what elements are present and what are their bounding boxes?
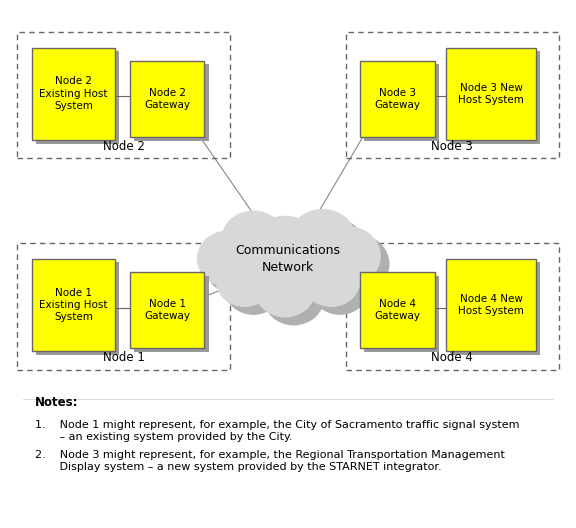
Text: Notes:: Notes: — [35, 396, 78, 409]
FancyBboxPatch shape — [446, 259, 536, 351]
Text: Node 3
Gateway: Node 3 Gateway — [374, 88, 420, 110]
Text: Display system – a new system provided by the STARNET integrator.: Display system – a new system provided b… — [35, 462, 441, 472]
Circle shape — [216, 253, 274, 306]
Text: Node 4: Node 4 — [431, 351, 473, 364]
FancyBboxPatch shape — [134, 64, 209, 141]
Circle shape — [206, 239, 266, 294]
FancyBboxPatch shape — [360, 272, 435, 348]
Text: Node 3 New
Host System: Node 3 New Host System — [458, 82, 524, 105]
Circle shape — [311, 261, 369, 314]
Text: Node 4 New
Host System: Node 4 New Host System — [458, 294, 524, 316]
Circle shape — [225, 261, 282, 314]
Circle shape — [317, 227, 380, 285]
Text: Node 4
Gateway: Node 4 Gateway — [374, 299, 420, 322]
FancyBboxPatch shape — [364, 276, 439, 352]
Circle shape — [302, 253, 360, 306]
Circle shape — [255, 262, 315, 317]
Circle shape — [298, 218, 365, 279]
Text: Node 1
Existing Host
System: Node 1 Existing Host System — [39, 288, 108, 322]
Text: 2.    Node 3 might represent, for example, the Regional Transportation Managemen: 2. Node 3 might represent, for example, … — [35, 450, 505, 460]
Circle shape — [289, 210, 356, 271]
Text: Node 3: Node 3 — [431, 140, 473, 153]
FancyBboxPatch shape — [134, 276, 209, 352]
Text: Node 1: Node 1 — [103, 351, 145, 364]
Circle shape — [253, 224, 334, 298]
Text: – an existing system provided by the City.: – an existing system provided by the Cit… — [35, 432, 292, 442]
Circle shape — [230, 219, 294, 277]
FancyBboxPatch shape — [364, 64, 439, 141]
FancyBboxPatch shape — [130, 272, 204, 348]
FancyBboxPatch shape — [32, 259, 115, 351]
Circle shape — [325, 235, 389, 293]
FancyBboxPatch shape — [360, 61, 435, 137]
Text: Node 2
Existing Host
System: Node 2 Existing Host System — [39, 77, 108, 111]
FancyBboxPatch shape — [32, 48, 115, 140]
FancyBboxPatch shape — [36, 262, 119, 355]
Text: Communications
Network: Communications Network — [236, 244, 340, 274]
FancyBboxPatch shape — [450, 51, 540, 144]
Circle shape — [198, 231, 257, 286]
FancyBboxPatch shape — [130, 61, 204, 137]
FancyBboxPatch shape — [446, 48, 536, 140]
Text: Node 2
Gateway: Node 2 Gateway — [144, 88, 190, 110]
FancyBboxPatch shape — [450, 262, 540, 355]
Text: 1.    Node 1 might represent, for example, the City of Sacramento traffic signal: 1. Node 1 might represent, for example, … — [35, 420, 519, 430]
Circle shape — [264, 270, 324, 325]
FancyBboxPatch shape — [36, 51, 119, 144]
Text: Node 2: Node 2 — [103, 140, 145, 153]
Circle shape — [222, 211, 285, 269]
Circle shape — [245, 216, 325, 290]
Text: Node 1
Gateway: Node 1 Gateway — [144, 299, 190, 322]
